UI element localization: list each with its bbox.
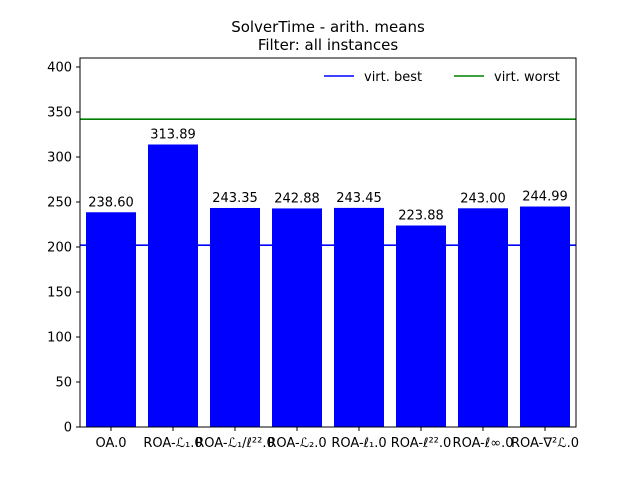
legend: virt. best virt. worst (324, 70, 560, 85)
y-tick-label: 300 (47, 151, 72, 166)
x-tick-label: ROA-ℒ₂.0 (267, 436, 326, 451)
bar-value-label: 243.45 (336, 191, 382, 206)
y-tick-label: 150 (47, 286, 72, 301)
y-tick-label: 100 (47, 331, 72, 346)
y-axis: 0 50 100 150 200 250 300 350 400 (47, 61, 80, 436)
bar (458, 208, 508, 427)
y-tick-label: 400 (47, 61, 72, 76)
y-tick-label: 350 (47, 106, 72, 121)
bars-group (86, 144, 570, 427)
bar-value-label: 244.99 (522, 190, 568, 205)
bar-value-label: 223.88 (398, 209, 444, 224)
bar-value-label: 313.89 (150, 127, 196, 142)
y-tick-label: 200 (47, 241, 72, 256)
bar-value-label: 242.88 (274, 191, 320, 206)
plot-frame (79, 57, 577, 428)
bar (272, 208, 322, 427)
bar (210, 207, 260, 427)
bar-value-label: 238.60 (88, 195, 134, 210)
bar (396, 225, 446, 427)
legend-label: virt. worst (494, 70, 560, 85)
bar (148, 144, 198, 427)
x-tick-label: ROA-∇²ℒ.0 (511, 436, 579, 451)
bar (86, 212, 136, 427)
chart-title: SolverTime - arith. means (231, 18, 425, 36)
bar (520, 206, 570, 427)
x-tick-label: ROA-ℒ₁.0 (143, 436, 202, 451)
y-tick-label: 50 (55, 376, 72, 391)
y-tick-label: 0 (64, 421, 72, 436)
x-tick-label: ROA-ℓ∞.0 (453, 436, 514, 451)
bar-value-label: 243.35 (212, 191, 258, 206)
chart-subtitle: Filter: all instances (258, 36, 399, 54)
x-tick-label: ROA-ℒ₁/ℓ²².0 (195, 436, 275, 451)
legend-label: virt. best (364, 70, 422, 85)
value-labels-group: 238.60 313.89 243.35 242.88 243.45 223.88 243.… (88, 127, 568, 223)
reference-lines-group (80, 118, 576, 246)
y-tick-label: 250 (47, 196, 72, 211)
bar-value-label: 243.00 (460, 191, 506, 206)
x-tick-label: OA.0 (95, 436, 126, 451)
x-tick-label: ROA-ℓ₁.0 (331, 436, 386, 451)
x-tick-label: ROA-ℓ²².0 (391, 436, 452, 451)
bar (334, 207, 384, 427)
